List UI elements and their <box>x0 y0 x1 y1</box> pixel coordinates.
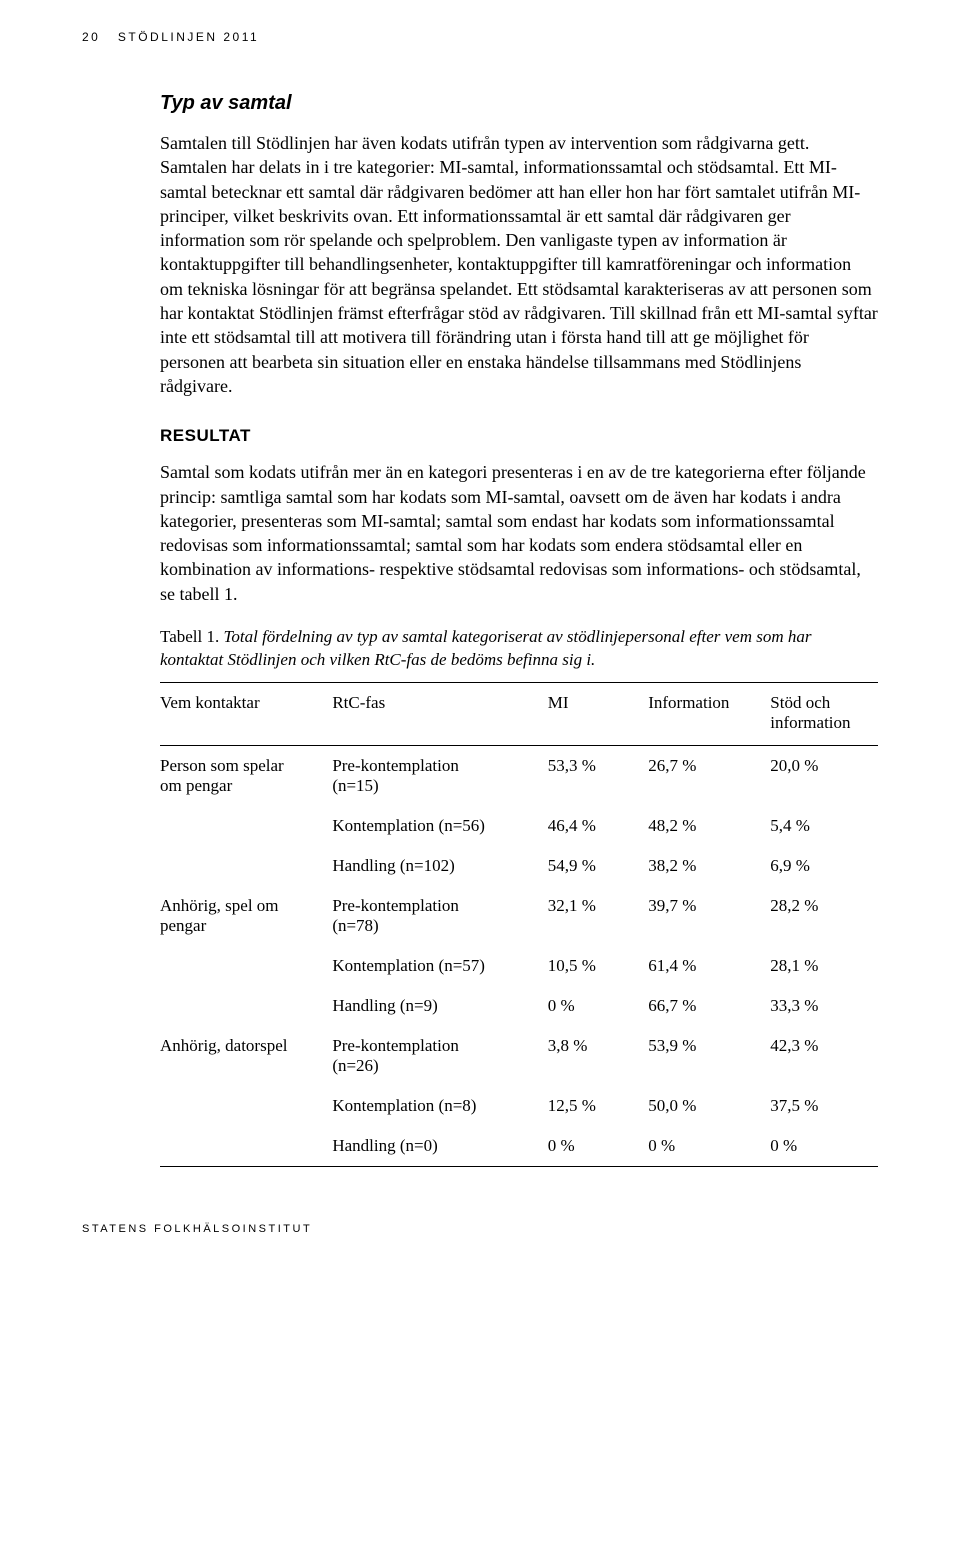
cell-mi: 0 % <box>548 1126 649 1167</box>
cell-stod: 5,4 % <box>770 806 878 846</box>
cell-mi: 12,5 % <box>548 1086 649 1126</box>
table-row: Person som spelar om pengar Pre-kontempl… <box>160 745 878 806</box>
table-row: Kontemplation (n=8) 12,5 % 50,0 % 37,5 % <box>160 1086 878 1126</box>
cell-rtc: Pre-kontemplation (n=15) <box>332 745 547 806</box>
cell-rtc: Kontemplation (n=56) <box>332 806 547 846</box>
section-body-resultat: Samtal som kodats utifrån mer än en kate… <box>160 460 878 606</box>
cell-info: 61,4 % <box>648 946 770 986</box>
cell-info: 53,9 % <box>648 1026 770 1086</box>
cell-who: Anhörig, datorspel <box>160 1026 332 1086</box>
col-header-mi: MI <box>548 682 649 745</box>
table-row: Kontemplation (n=56) 46,4 % 48,2 % 5,4 % <box>160 806 878 846</box>
section-title-typ-av-samtal: Typ av samtal <box>160 92 878 115</box>
cell-stod: 0 % <box>770 1126 878 1167</box>
cell-stod: 6,9 % <box>770 846 878 886</box>
data-table: Vem kontaktar RtC-fas MI Information Stö… <box>160 682 878 1167</box>
footer-publisher: STATENS FOLKHÄLSOINSTITUT <box>82 1223 878 1235</box>
cell-mi: 0 % <box>548 986 649 1026</box>
cell-mi: 46,4 % <box>548 806 649 846</box>
cell-who: Person som spelar om pengar <box>160 745 332 806</box>
col-header-info: Information <box>648 682 770 745</box>
table-caption: Tabell 1. Total fördelning av typ av sam… <box>160 626 878 672</box>
cell-info: 26,7 % <box>648 745 770 806</box>
cell-stod: 28,2 % <box>770 886 878 946</box>
cell-rtc: Kontemplation (n=8) <box>332 1086 547 1126</box>
col-header-who: Vem kontaktar <box>160 682 332 745</box>
cell-rtc: Pre-kontemplation (n=26) <box>332 1026 547 1086</box>
table-row: Anhörig, datorspel Pre-kontemplation (n=… <box>160 1026 878 1086</box>
table-row: Handling (n=0) 0 % 0 % 0 % <box>160 1126 878 1167</box>
cell-who: Anhörig, spel om pengar <box>160 886 332 946</box>
cell-info: 48,2 % <box>648 806 770 846</box>
cell-stod: 28,1 % <box>770 946 878 986</box>
section-body-typ-av-samtal: Samtalen till Stödlinjen har även kodats… <box>160 131 878 398</box>
cell-stod: 37,5 % <box>770 1086 878 1126</box>
cell-rtc: Handling (n=9) <box>332 986 547 1026</box>
cell-info: 0 % <box>648 1126 770 1167</box>
cell-info: 66,7 % <box>648 986 770 1026</box>
table-row: Handling (n=102) 54,9 % 38,2 % 6,9 % <box>160 846 878 886</box>
cell-mi: 10,5 % <box>548 946 649 986</box>
running-header: 20 STÖDLINJEN 2011 <box>82 30 878 44</box>
col-header-stod: Stöd och information <box>770 682 878 745</box>
cell-stod: 42,3 % <box>770 1026 878 1086</box>
table-row: Kontemplation (n=57) 10,5 % 61,4 % 28,1 … <box>160 946 878 986</box>
cell-info: 50,0 % <box>648 1086 770 1126</box>
table-caption-lead: Tabell 1. <box>160 627 223 646</box>
cell-rtc: Handling (n=102) <box>332 846 547 886</box>
page-number: 20 <box>82 30 100 44</box>
col-header-rtc: RtC-fas <box>332 682 547 745</box>
cell-rtc: Handling (n=0) <box>332 1126 547 1167</box>
cell-mi: 53,3 % <box>548 745 649 806</box>
table-caption-italic: Total fördelning av typ av samtal katego… <box>160 627 812 669</box>
cell-stod: 20,0 % <box>770 745 878 806</box>
running-title: STÖDLINJEN 2011 <box>118 30 259 44</box>
cell-mi: 32,1 % <box>548 886 649 946</box>
cell-info: 38,2 % <box>648 846 770 886</box>
cell-rtc: Kontemplation (n=57) <box>332 946 547 986</box>
section-title-resultat: RESULTAT <box>160 426 878 446</box>
cell-rtc: Pre-kontemplation (n=78) <box>332 886 547 946</box>
table-row: Handling (n=9) 0 % 66,7 % 33,3 % <box>160 986 878 1026</box>
cell-stod: 33,3 % <box>770 986 878 1026</box>
cell-mi: 54,9 % <box>548 846 649 886</box>
cell-mi: 3,8 % <box>548 1026 649 1086</box>
table-header-row: Vem kontaktar RtC-fas MI Information Stö… <box>160 682 878 745</box>
cell-info: 39,7 % <box>648 886 770 946</box>
table-row: Anhörig, spel om pengar Pre-kontemplatio… <box>160 886 878 946</box>
